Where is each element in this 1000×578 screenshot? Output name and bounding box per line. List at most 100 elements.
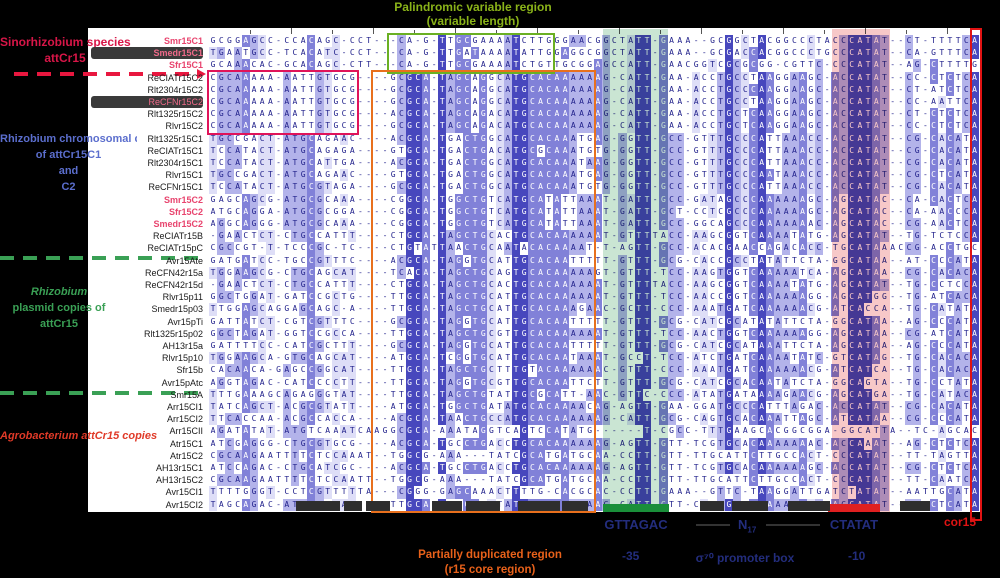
base-cell: A — [669, 402, 674, 411]
base-cell: - — [276, 280, 281, 289]
base-cell: - — [382, 365, 388, 375]
base-cell: A — [692, 242, 701, 255]
base-cell: A — [241, 96, 250, 109]
base-cell: A — [340, 352, 349, 365]
base-cell: T — [642, 376, 652, 389]
base-cell: T — [511, 327, 521, 340]
base-cell: A — [282, 108, 291, 121]
base-cell: T — [570, 475, 576, 485]
base-cell: T — [701, 133, 707, 143]
base-cell: A — [855, 157, 864, 170]
base-cell: A — [241, 327, 250, 340]
base-cell: T — [570, 341, 576, 350]
base-cell: A — [552, 71, 562, 84]
base-cell: G — [315, 388, 324, 401]
base-cell: T — [849, 487, 855, 497]
base-cell: T — [716, 157, 725, 170]
base-cell: A — [773, 254, 783, 267]
base-cell: G — [349, 97, 355, 106]
base-cell: A — [773, 462, 783, 475]
base-cell: T — [300, 341, 306, 350]
base-cell: A — [585, 498, 594, 511]
base-cell: A — [798, 413, 807, 426]
base-cell: A — [593, 169, 602, 182]
plasmid-annotation-line3: attCr15 — [40, 318, 78, 330]
base-cell: A — [577, 120, 586, 133]
base-cell: T — [209, 47, 218, 60]
base-cell: T — [841, 414, 846, 424]
base-cell: G — [479, 413, 488, 426]
base-cell: - — [374, 365, 380, 375]
base-cell: G — [405, 413, 414, 426]
base-cell: A — [317, 304, 322, 314]
base-cell: G — [349, 121, 355, 131]
ruler-tick — [742, 30, 743, 34]
base-cell: G — [913, 181, 922, 194]
base-cell: - — [685, 182, 691, 192]
base-cell: C — [587, 402, 593, 411]
base-cell: G — [405, 132, 414, 145]
base-cell: C — [495, 462, 504, 475]
base-cell: - — [685, 194, 691, 204]
base-cell: C — [258, 144, 267, 157]
base-cell: A — [790, 132, 799, 145]
base-cell: - — [922, 133, 928, 143]
base-cell: C — [307, 364, 316, 377]
minus10-label: -10 — [848, 549, 866, 563]
base-cell: A — [233, 279, 242, 292]
base-cell: - — [611, 182, 617, 192]
base-cell: A — [603, 450, 609, 460]
base-cell: G — [249, 449, 259, 462]
base-cell: - — [276, 194, 281, 204]
base-cell: C — [929, 193, 938, 206]
base-cell: G — [479, 193, 488, 206]
base-cell: - — [685, 463, 691, 472]
base-cell: T — [438, 279, 447, 292]
base-cell: A — [421, 401, 431, 414]
base-cell: T — [471, 218, 480, 231]
base-cell: C — [733, 401, 742, 414]
base-cell: C — [251, 414, 257, 424]
base-cell: G — [479, 437, 488, 450]
base-cell: T — [489, 450, 494, 460]
base-cell: T — [438, 108, 447, 121]
base-cell: T — [323, 315, 332, 328]
base-cell: G — [587, 145, 593, 155]
base-cell: A — [855, 230, 864, 243]
base-cell: T — [634, 157, 643, 170]
base-cell: T — [284, 48, 290, 58]
base-cell: G — [587, 60, 593, 70]
base-cell: A — [970, 254, 979, 267]
base-cell: C — [701, 121, 707, 131]
base-cell: - — [898, 72, 904, 82]
base-cell: T — [775, 402, 781, 411]
base-cell: A — [882, 316, 887, 326]
base-cell: C — [603, 389, 609, 399]
base-cell: - — [922, 341, 928, 350]
base-cell: T — [348, 401, 357, 414]
base-cell: A — [340, 169, 349, 182]
base-cell: A — [593, 279, 602, 292]
base-cell: - — [922, 219, 928, 228]
base-cell: G — [659, 474, 668, 487]
base-cell: G — [628, 463, 634, 472]
base-cell: A — [340, 474, 349, 487]
base-cell: A — [677, 109, 683, 119]
base-cell: - — [824, 292, 830, 302]
base-cell: G — [249, 498, 259, 511]
base-cell: C — [667, 352, 676, 365]
base-cell: T — [341, 243, 347, 253]
base-cell: A — [497, 48, 503, 58]
base-cell: C — [544, 327, 553, 340]
base-cell: T — [939, 292, 945, 302]
base-cell: A — [872, 35, 881, 48]
base-cell: G — [841, 231, 846, 241]
base-cell: A — [700, 327, 709, 340]
base-cell: T — [791, 414, 797, 424]
base-cell: G — [479, 340, 488, 353]
base-cell: T — [880, 462, 889, 475]
base-cell: T — [963, 377, 969, 387]
base-cell: A — [757, 254, 766, 267]
base-cell: A — [472, 72, 478, 82]
